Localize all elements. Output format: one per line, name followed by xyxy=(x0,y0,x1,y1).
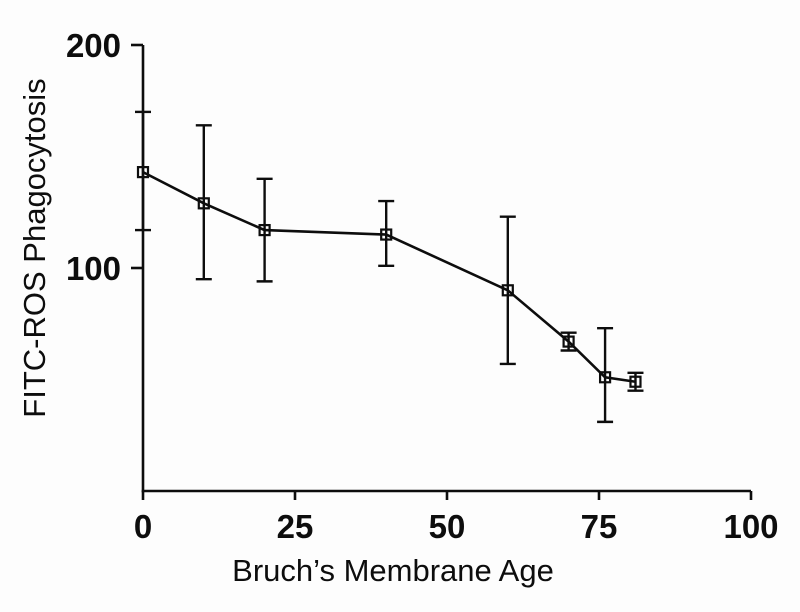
data-point-marker xyxy=(136,166,150,179)
data-series xyxy=(135,110,644,424)
data-point-marker xyxy=(258,223,271,237)
tick-marks xyxy=(131,43,753,500)
x-tick-label: 100 xyxy=(723,508,778,545)
axes xyxy=(141,45,751,493)
y-axis-title: FITC-ROS Phagocytosis xyxy=(17,78,52,417)
y-tick-label: 100 xyxy=(66,250,121,287)
y-tick-label: 200 xyxy=(66,27,121,64)
x-tick-label: 0 xyxy=(134,508,152,545)
x-tick-label: 75 xyxy=(581,508,618,545)
data-point-marker xyxy=(501,284,514,297)
data-point-marker xyxy=(629,375,642,388)
data-point-marker xyxy=(197,197,210,210)
data-point-marker xyxy=(598,371,612,384)
x-axis-title: Bruch’s Membrane Age xyxy=(232,553,554,588)
data-point-marker xyxy=(562,335,575,348)
tick-labels: 100 200 0 25 50 75 100 xyxy=(66,27,779,545)
x-tick-label: 25 xyxy=(277,508,314,545)
x-tick-label: 50 xyxy=(429,508,466,545)
data-point-marker xyxy=(380,228,393,241)
